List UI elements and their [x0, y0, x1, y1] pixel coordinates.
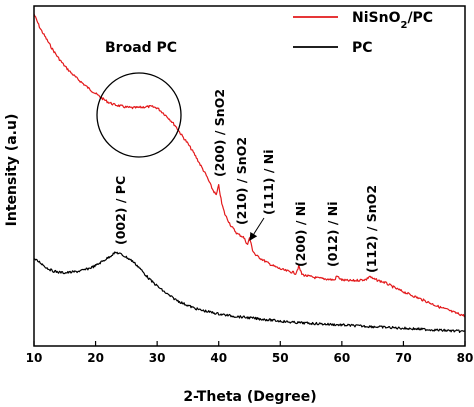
ni-111-arrow	[249, 217, 265, 241]
x-tick-label-10: 10	[26, 351, 43, 365]
x-tick-label-70: 70	[395, 351, 412, 365]
broad-pc-ellipse	[96, 72, 182, 158]
series-line-pc	[33, 251, 466, 333]
peak-label-111-ni: (111) / Ni	[261, 149, 276, 215]
legend-label-nisno2-pc: NiSnO2/PC	[352, 10, 433, 31]
peak-label-210-sno2: (210) / SnO2	[234, 137, 249, 225]
legend-label-pc: PC	[352, 40, 373, 56]
peak-label-200-ni: (200) / Ni	[293, 201, 308, 267]
peak-label-200-sno2: (200) / SnO2	[212, 89, 227, 177]
x-tick-label-80: 80	[457, 351, 474, 365]
x-tick-label-20: 20	[87, 351, 104, 365]
peak-label-002-pc: (002) / PC	[113, 176, 128, 245]
peak-label-012-ni: (012) / Ni	[325, 201, 340, 267]
y-axis-label: Intensity (a.u)	[4, 114, 20, 227]
series-layer	[33, 13, 466, 333]
plot-frame	[33, 5, 466, 347]
peak-label-112-sno2: (112) / SnO2	[364, 185, 379, 273]
x-tick-label-60: 60	[334, 351, 351, 365]
broad-pc-label: Broad PC	[105, 40, 177, 56]
series-line-nisno2-pc	[33, 13, 466, 318]
x-tick-label-50: 50	[272, 351, 289, 365]
x-tick-label-40: 40	[210, 351, 227, 365]
x-tick-label-30: 30	[149, 351, 166, 365]
legend: NiSnO2/PC PC	[293, 10, 433, 56]
x-axis-ticks: 10 20 30 40 50 60 70 80	[26, 341, 474, 365]
x-axis-label: 2-Theta (Degree)	[183, 389, 316, 405]
